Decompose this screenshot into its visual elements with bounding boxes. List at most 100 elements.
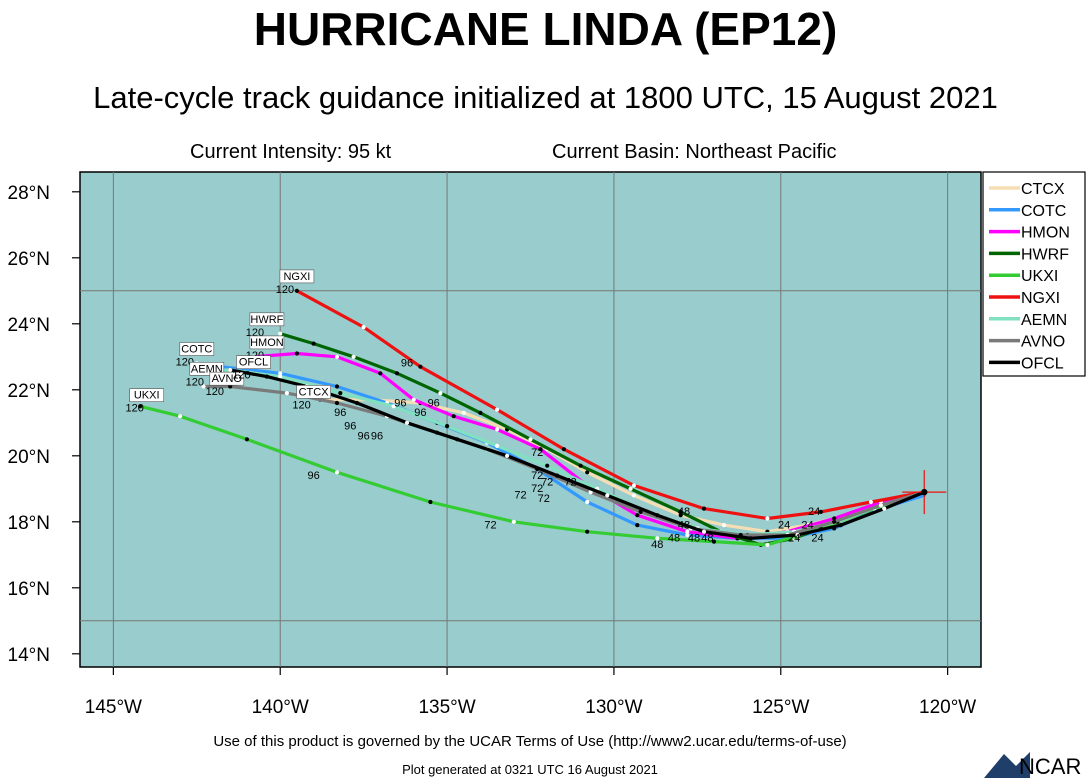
model-tag-box <box>296 385 331 399</box>
lon-tick-label: 120°W <box>919 697 976 718</box>
model-tag-hmon: HMON <box>250 337 284 349</box>
model-tag-box <box>279 269 315 284</box>
track-point <box>655 536 660 541</box>
forecast-hour-label: 120 <box>126 403 144 415</box>
track-line-hmon <box>251 351 926 540</box>
track-point <box>495 427 500 432</box>
terms-of-use: Use of this product is governed by the U… <box>213 733 847 750</box>
track-point <box>495 443 500 448</box>
track-point <box>878 503 884 508</box>
track-point <box>701 506 707 511</box>
track-point <box>438 391 443 396</box>
track-point <box>244 437 249 442</box>
track-point <box>631 493 637 498</box>
track-point <box>294 351 299 356</box>
forecast-hour-label: 24 <box>811 533 823 545</box>
legend-label-ngxi: NGXI <box>1021 290 1060 307</box>
forecast-hour-label: 48 <box>688 533 700 545</box>
track-point <box>585 529 590 534</box>
model-tag-box <box>129 388 164 403</box>
forecast-hour-label: 24 <box>801 519 813 531</box>
forecast-hour-label: 72 <box>531 470 543 482</box>
forecast-hour-label: 120 <box>232 370 250 382</box>
track-point <box>545 463 550 468</box>
track-point <box>832 519 837 524</box>
lon-tick-label: 145°W <box>85 697 142 718</box>
track-point <box>838 523 843 528</box>
init-position-marker <box>921 488 928 496</box>
forecast-hour-label: 48 <box>701 533 713 545</box>
forecast-hour-label: 96 <box>334 407 346 419</box>
track-point <box>428 499 433 505</box>
model-tag-hwrf: HWRF <box>250 314 283 326</box>
track-point <box>178 414 183 419</box>
track-point <box>585 470 590 475</box>
track-point <box>404 420 410 425</box>
track-point <box>748 536 753 541</box>
model-tag-box <box>236 355 271 370</box>
track-point <box>635 523 640 528</box>
track-point <box>478 410 483 415</box>
track-point <box>765 516 770 521</box>
model-tracks <box>138 288 947 548</box>
model-tag-cotc: COTC <box>181 344 212 356</box>
track-point <box>585 499 590 505</box>
track-point <box>334 400 340 406</box>
forecast-hour-label: 120 <box>206 386 224 398</box>
track-point <box>511 519 516 524</box>
forecast-hour-label: 72 <box>531 483 543 495</box>
forecast-hour-label: 120 <box>186 376 204 388</box>
forecast-hour-label: 72 <box>541 477 553 489</box>
legend-label-cotc: COTC <box>1021 203 1066 220</box>
legend-label-ctcx: CTCX <box>1021 181 1065 198</box>
forecast-hour-label: 120 <box>176 357 194 369</box>
model-tag-ofcl: OFCL <box>239 357 268 369</box>
ncar-logo: NCAR <box>984 752 1081 779</box>
track-point <box>334 470 340 475</box>
forecast-hour-label: 72 <box>531 447 543 459</box>
track-point <box>445 424 450 429</box>
forecast-hour-label: 24 <box>778 519 790 531</box>
forecast-hour-label: 24 <box>788 533 800 545</box>
track-point <box>832 516 837 521</box>
track-point <box>138 404 143 409</box>
track-point <box>495 407 500 412</box>
track-point <box>354 400 360 406</box>
model-tag-box <box>209 371 245 386</box>
model-tag-box <box>249 312 285 327</box>
lon-tick-label: 140°W <box>252 697 309 718</box>
lon-tick-label: 135°W <box>418 697 475 718</box>
forecast-hour-label: 96 <box>394 397 406 409</box>
plot-generated: Plot generated at 0321 UTC 16 August 202… <box>402 762 658 777</box>
track-point <box>391 404 396 409</box>
forecast-hour-label: 96 <box>371 430 383 442</box>
lat-tick-label: 16°N <box>8 579 50 600</box>
track-point <box>411 397 416 402</box>
page-title: HURRICANE LINDA (EP12) <box>253 3 838 55</box>
lat-tick-label: 20°N <box>8 447 50 468</box>
model-tag-box <box>179 342 215 356</box>
track-point <box>795 532 800 538</box>
forecast-hour-label: 72 <box>484 519 496 531</box>
lat-tick-label: 28°N <box>8 183 50 204</box>
track-point <box>278 331 283 336</box>
track-point <box>505 453 510 458</box>
track-point <box>685 532 690 538</box>
track-point <box>311 341 316 346</box>
track-point <box>294 288 299 293</box>
track-point <box>351 354 356 359</box>
lat-tick-label: 18°N <box>8 513 50 534</box>
forecast-hour-label: 48 <box>668 533 680 545</box>
track-point <box>278 371 283 376</box>
model-tag-ukxi: UKXI <box>134 390 160 402</box>
track-point <box>638 509 643 514</box>
forecast-hour-label: 120 <box>292 399 310 411</box>
track-point <box>578 463 583 468</box>
track-point <box>378 371 383 376</box>
forecast-hour-label: 96 <box>414 407 426 419</box>
track-point <box>278 374 283 379</box>
map-axes: 145°W 140°W 135°W 130°W 125°W 120°W 14°N 16°N 18… <box>8 183 977 718</box>
lon-tick-label: 130°W <box>585 697 642 718</box>
